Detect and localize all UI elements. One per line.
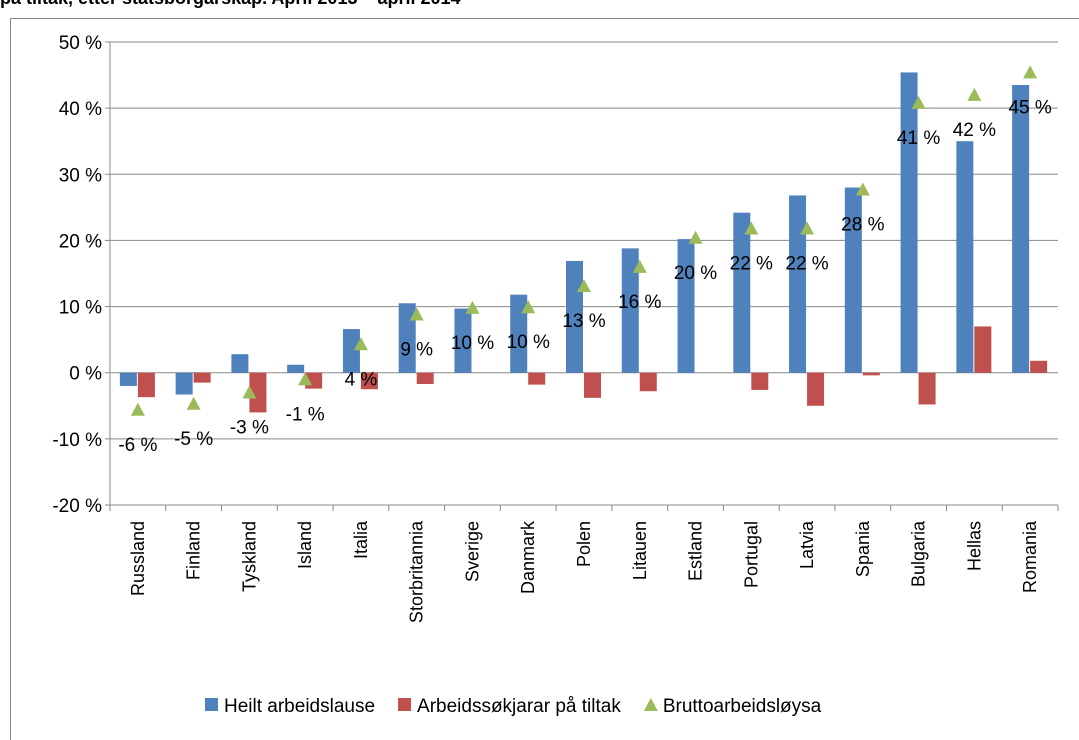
data-label: 16 % (618, 292, 661, 313)
x-tick-label: Litauen (630, 521, 650, 580)
marker (911, 95, 926, 109)
bar (974, 326, 992, 373)
bar (454, 308, 472, 373)
marker (465, 300, 480, 314)
bar (360, 372, 378, 390)
bar (900, 72, 918, 373)
marker (298, 372, 313, 386)
marker (186, 396, 201, 410)
data-label: 10 % (507, 332, 550, 353)
x-tick-label: Bulgaria (909, 520, 929, 587)
marker (632, 259, 647, 273)
bar (751, 372, 769, 390)
x-tick-label: Island (295, 521, 315, 569)
data-label: 42 % (953, 120, 996, 141)
x-tick-label: Finland (184, 521, 204, 580)
x-tick-label: Polen (574, 521, 594, 567)
marker (353, 337, 368, 351)
legend-swatch (398, 698, 412, 711)
marker (855, 182, 870, 196)
bar (416, 372, 434, 384)
data-label: -5 % (174, 429, 213, 450)
y-tick-label: -20 % (52, 496, 102, 517)
x-tick-label: Estland (686, 521, 706, 581)
bar (639, 372, 657, 392)
x-tick-label: Tyskland (239, 521, 259, 592)
data-label: -1 % (286, 404, 325, 425)
bar (249, 372, 267, 413)
bar (733, 212, 751, 373)
marker (130, 402, 145, 416)
x-tick-label: Portugal (741, 521, 761, 588)
marker (800, 221, 815, 235)
x-tick-label: Storbritannia (407, 520, 427, 623)
y-tick-label: 20 % (59, 231, 102, 252)
legend-label: Heilt arbeidslause (224, 696, 375, 717)
marker (577, 279, 591, 293)
data-label: 41 % (897, 128, 940, 149)
x-tick-label: Latvia (797, 520, 817, 569)
data-label: 28 % (841, 214, 884, 235)
marker (409, 307, 424, 321)
marker (521, 300, 536, 314)
marker (242, 385, 257, 399)
legend-swatch (205, 698, 218, 711)
bar (789, 195, 807, 373)
bar (1030, 360, 1048, 373)
data-label: 4 % (345, 369, 378, 390)
legend-swatch (643, 698, 658, 711)
marker (1023, 65, 1038, 79)
bar (621, 248, 639, 373)
x-tick-label: Hellas (964, 521, 984, 571)
bar (119, 372, 137, 386)
chart-frame (10, 18, 1079, 740)
marker (967, 87, 982, 101)
bar (918, 372, 936, 405)
y-tick-label: 10 % (59, 298, 102, 319)
bar (137, 372, 155, 398)
bar (862, 372, 880, 376)
data-label: -6 % (118, 435, 157, 456)
bar (231, 354, 249, 373)
x-tick-label: Russland (128, 521, 148, 596)
x-tick-label: Italia (351, 520, 371, 559)
y-tick-label: 0 % (69, 364, 102, 385)
data-label: 22 % (785, 254, 828, 275)
legend-label: Bruttoarbeidsløysa (663, 696, 822, 717)
data-label: 9 % (400, 340, 433, 361)
bar (677, 239, 695, 373)
data-label: 45 % (1008, 97, 1051, 118)
bar (807, 372, 825, 406)
marker (688, 230, 703, 244)
data-label: 20 % (674, 263, 717, 284)
bar (175, 372, 193, 395)
x-tick-label: Spania (853, 520, 873, 577)
bar (510, 294, 528, 373)
bar (287, 364, 305, 373)
legend-label: Arbeidssøkjarar på tiltak (417, 696, 621, 717)
bar (844, 187, 862, 373)
y-tick-label: 50 % (59, 33, 102, 54)
data-label: -3 % (230, 418, 269, 439)
data-label: 22 % (730, 254, 773, 275)
y-tick-label: 30 % (59, 165, 102, 186)
chart-title: på tiltak, etter statsborgarskap. April … (0, 0, 461, 8)
bar (342, 329, 360, 373)
bar (584, 372, 601, 398)
x-tick-label: Danmark (518, 520, 538, 594)
bar (398, 303, 416, 373)
bar (193, 372, 211, 383)
x-tick-label: Romania (1020, 520, 1040, 593)
y-tick-label: -10 % (52, 430, 102, 451)
x-tick-label: Sverige (462, 521, 482, 582)
data-label: 10 % (451, 333, 494, 354)
data-label: 13 % (562, 311, 605, 332)
bar (956, 141, 974, 373)
y-tick-label: 40 % (59, 99, 102, 120)
bar (528, 372, 546, 385)
bar (1012, 84, 1030, 373)
marker (744, 221, 759, 235)
